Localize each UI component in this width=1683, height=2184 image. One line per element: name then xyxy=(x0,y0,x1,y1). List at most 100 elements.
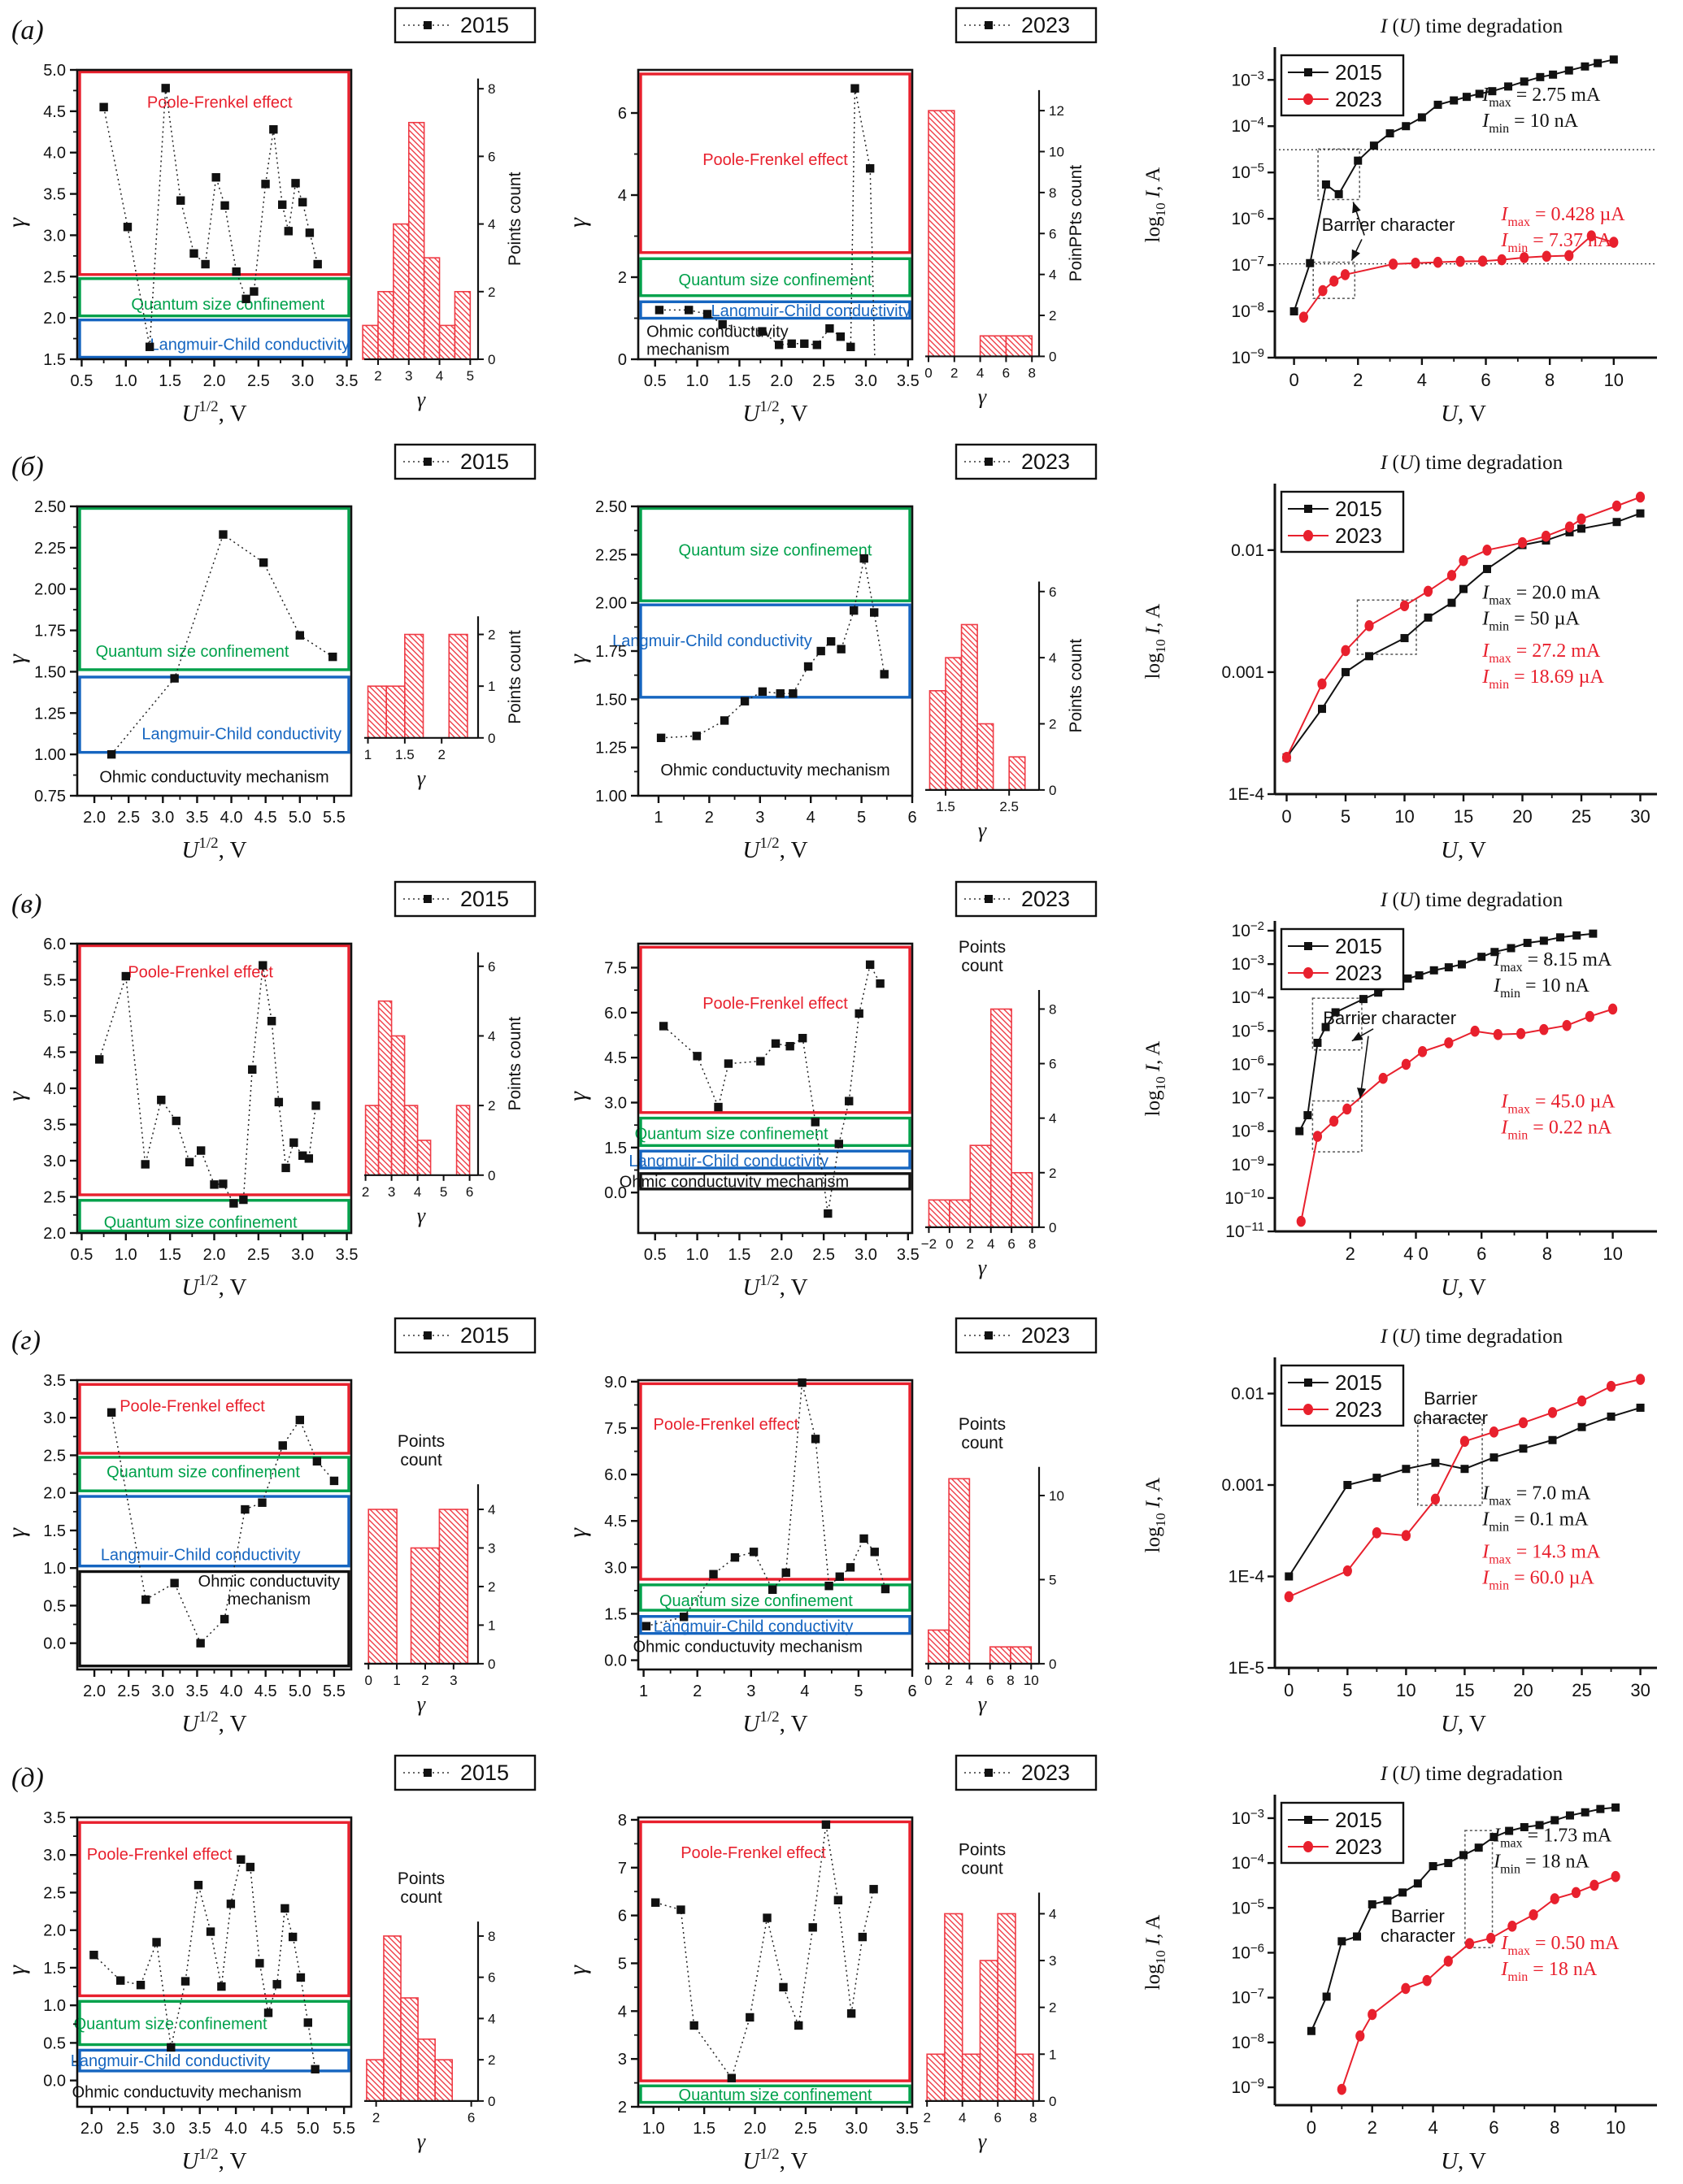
region-label: Langmuir-Child conductivity xyxy=(612,633,812,651)
region-label: Poole-Frenkel effect xyxy=(87,1846,233,1864)
imax-imin-annotation: Imax = 2.75 mA xyxy=(1481,85,1601,110)
x-tick-label: 1.0 xyxy=(686,1246,709,1264)
data-point xyxy=(1369,141,1378,150)
data-point xyxy=(1462,93,1471,102)
data-point xyxy=(774,341,784,350)
y-tick-label: 5.5 xyxy=(43,971,66,989)
data-point xyxy=(1340,269,1350,280)
hist-x-tick: 2 xyxy=(437,747,445,762)
hist-bar xyxy=(969,1144,992,1228)
data-point xyxy=(758,327,767,336)
region-box-green xyxy=(78,277,350,318)
region-label: Langmuir-Child conductivity xyxy=(711,302,911,320)
hist-y-tick: 10 xyxy=(1049,1488,1064,1504)
data-point xyxy=(1518,1417,1529,1429)
gamma-plot-2023-a: Poole-Frenkel effect Quantum size confine… xyxy=(564,7,1098,427)
legend-year-2015: 2015 xyxy=(1335,60,1382,85)
region-box-blue xyxy=(639,1615,911,1635)
axes: 0.5 1.0 1.5 2.0 2.5 3.0 3.5 1.5 2.0 2.5 3.0 3.5 4.0 4… xyxy=(43,62,358,390)
hist-x-tick: 5 xyxy=(467,368,474,384)
hist-x-label: γ xyxy=(978,1256,987,1279)
y-tick-label: 1E-5 xyxy=(1229,1659,1264,1678)
data-point xyxy=(1581,1808,1590,1817)
x-tick-label: 3.0 xyxy=(151,1683,174,1700)
series-2023 xyxy=(1337,1870,1620,2095)
y-tick-label: 2.5 xyxy=(43,268,66,286)
x-tick-label: 1.0 xyxy=(686,372,709,390)
data-point xyxy=(211,173,220,182)
data-point xyxy=(1611,1803,1620,1812)
data-point xyxy=(1542,250,1551,263)
plot-frame xyxy=(76,1816,353,2108)
data-point xyxy=(776,689,785,698)
x-tick-label: 2.0 xyxy=(770,372,793,390)
barrier-character-label: Barrier xyxy=(1424,1388,1477,1409)
data-point xyxy=(1489,1426,1499,1438)
data-point xyxy=(1372,1474,1381,1483)
data-point xyxy=(1590,1879,1599,1891)
plot-frame xyxy=(76,1379,353,1671)
hist-x-tick: 4 xyxy=(966,1673,973,1688)
y-tick-label: 10−9 xyxy=(1232,1153,1264,1174)
x-tick-label: 5.5 xyxy=(333,2120,355,2138)
data-point xyxy=(250,287,259,296)
mechanism-label: mechanism xyxy=(228,1591,311,1609)
data-point xyxy=(1596,1804,1605,1813)
data-point xyxy=(881,1584,890,1594)
data-point xyxy=(787,339,796,349)
hist-bar xyxy=(367,1509,398,1665)
x-tick-label: 3.5 xyxy=(189,2120,211,2138)
y-tick-label: 10−3 xyxy=(1232,1806,1264,1827)
region-label: Poole-Frenkel effect xyxy=(681,1844,826,1862)
hist-y-tick: 3 xyxy=(1049,1953,1056,1969)
data-point xyxy=(730,1553,740,1562)
y-tick-label: 4.0 xyxy=(43,145,66,163)
x-tick-label: 1 xyxy=(639,1683,648,1700)
region-label: Quantum size confinement xyxy=(74,2015,267,2033)
data-point xyxy=(756,1057,765,1066)
x-tick-label: 3.5 xyxy=(896,2120,919,2138)
data-point xyxy=(1607,1003,1618,1015)
x-tick-label: 15 xyxy=(1455,1680,1474,1700)
region-label: Langmuir-Child conductivity xyxy=(71,2052,271,2070)
data-point xyxy=(1342,668,1350,677)
data-point xyxy=(1321,1023,1330,1031)
region-box-green xyxy=(78,1198,350,1232)
panel-d-iv: 0 2 4 6 8 10 10−3 10−4 10−5 10−6 10−7 10−8 10−9 I (U)… xyxy=(1122,1748,1683,2184)
panel-title: I (U) time degradation xyxy=(1380,1763,1563,1785)
hist-x-tick: 6 xyxy=(1002,365,1010,380)
hist-y-tick: 0 xyxy=(488,731,495,746)
y-tick-label: 2.0 xyxy=(43,310,66,328)
hist-y-tick: 0 xyxy=(1049,1656,1056,1672)
data-point xyxy=(1424,614,1433,623)
x-tick-label: 3.0 xyxy=(855,372,877,390)
x-tick-label: 20 xyxy=(1512,806,1532,827)
hist-bar xyxy=(404,634,424,739)
y-tick-label: 6.0 xyxy=(604,1005,627,1023)
hist-x-tick: 4 xyxy=(436,368,443,384)
data-point xyxy=(305,228,315,237)
plot-frame xyxy=(637,68,914,361)
data-point xyxy=(724,1059,733,1068)
data-point xyxy=(170,1578,179,1588)
region-box-red xyxy=(639,945,911,1114)
data-point xyxy=(1402,1465,1411,1474)
data-point xyxy=(311,2065,320,2073)
legend-year-label: 2015 xyxy=(460,1323,509,1348)
region-bands: Poole-Frenkel effect Quantum size confine… xyxy=(78,70,350,359)
axes: 0 2 4 6 8 10 10−3 10−4 10−5 10−6 10−7 10−8 10−9 xyxy=(1232,1794,1657,2138)
data-point xyxy=(1504,82,1513,91)
y-tick-label: 2.0 xyxy=(43,1485,66,1503)
hist-bar xyxy=(979,1959,999,2102)
hist-x-tick: 6 xyxy=(994,2109,1001,2125)
x-tick-label: 6 xyxy=(1476,1244,1486,1264)
data-point xyxy=(141,1595,150,1604)
data-point xyxy=(217,1982,226,1991)
data-point xyxy=(1505,1826,1514,1835)
y-tick-label: 0.001 xyxy=(1221,663,1264,682)
region-box-red xyxy=(78,70,350,276)
hist-y-tick: 6 xyxy=(1049,584,1056,600)
imax-imin-annotation: Imin = 18.69 µA xyxy=(1481,666,1604,692)
